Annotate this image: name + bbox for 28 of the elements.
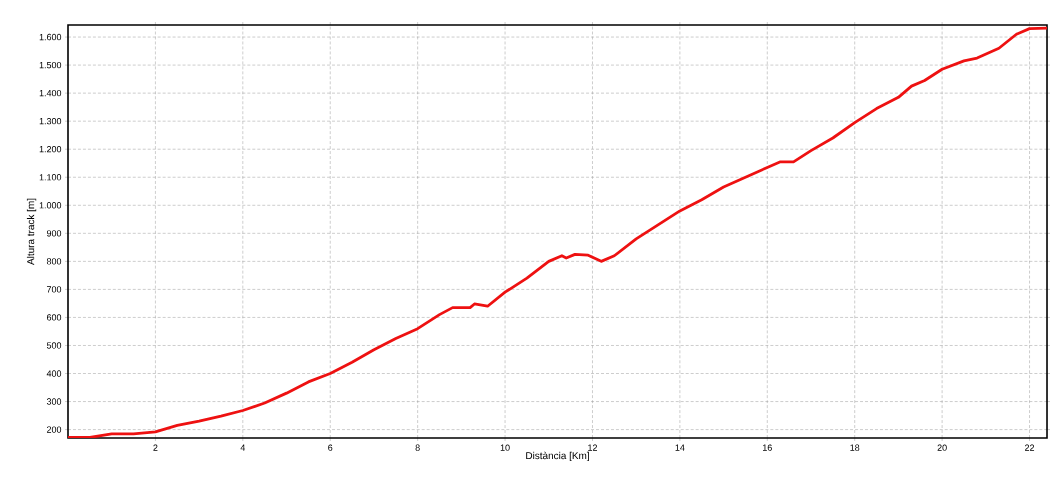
- y-tick-label: 1.400: [39, 89, 62, 97]
- y-tick-label: 1.000: [39, 202, 62, 209]
- y-tick-label: 1.100: [39, 174, 62, 181]
- x-tick-label: 20: [937, 444, 947, 451]
- x-tick-label: 14: [675, 444, 685, 451]
- x-tick-label: 16: [763, 444, 772, 451]
- y-tick-label: 400: [46, 370, 62, 377]
- y-tick-label: 1.300: [39, 117, 62, 125]
- y-tick-label: 600: [46, 314, 62, 321]
- x-tick-label: 22: [1025, 444, 1035, 451]
- x-tick-label: 12: [588, 444, 597, 451]
- y-tick-label: 300: [46, 398, 62, 405]
- y-tick-label: 900: [46, 230, 62, 237]
- x-tick-label: 2: [153, 444, 158, 451]
- y-tick-label: 1.500: [39, 61, 62, 69]
- y-tick-label: 500: [46, 342, 62, 349]
- x-tick-label: 18: [850, 444, 860, 451]
- x-axis-title: Distància [Km]: [526, 451, 589, 462]
- y-axis-title: Altura track [m]: [26, 198, 37, 265]
- y-tick-label: 1.600: [39, 33, 62, 41]
- y-tick-label: 1.200: [39, 146, 62, 153]
- y-tick-label: 800: [46, 258, 62, 265]
- y-tick-label: 700: [46, 286, 62, 293]
- x-tick-label: 10: [500, 444, 510, 451]
- x-tick-label: 4: [240, 444, 246, 451]
- y-tick-label: 200: [46, 426, 62, 433]
- x-tick-label: 6: [328, 444, 333, 451]
- x-tick-label: 8: [415, 444, 420, 451]
